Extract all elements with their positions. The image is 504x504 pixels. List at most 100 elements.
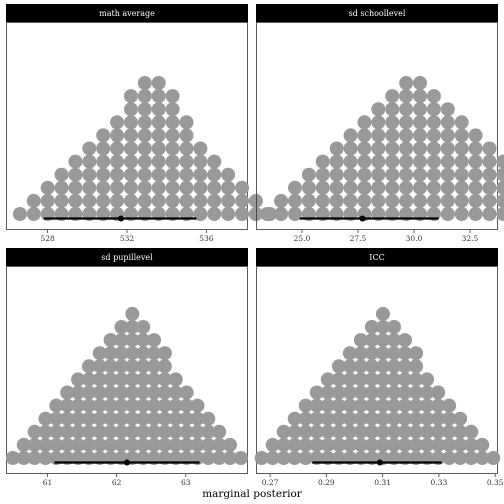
dot [82,141,97,156]
dot [165,154,180,169]
dot [68,167,83,182]
dot [38,424,53,439]
dot [409,424,424,439]
dot [193,180,208,195]
panel-title: sd schoollevel [349,9,406,18]
dot [168,385,183,400]
dot [81,411,96,426]
dot [315,154,330,169]
dot [212,437,227,452]
dot [68,180,83,195]
dot [371,115,386,130]
dot [201,451,216,465]
dot [274,207,289,221]
dot [110,128,125,143]
dot [179,398,194,413]
dot [353,424,368,439]
dot [137,141,152,156]
dot [329,180,344,195]
dot [103,346,118,361]
dot [168,424,183,439]
dot [342,346,357,361]
x-tick-label: 0.27 [262,478,279,487]
dot [26,207,41,221]
dot [468,193,483,208]
panel-strip [6,4,248,22]
dot [482,193,497,208]
dot [320,437,335,452]
dot [496,167,504,182]
dot [96,154,111,169]
dot [464,437,479,452]
dot [201,411,216,426]
dot [125,306,140,321]
dot [375,398,390,413]
dot [136,346,151,361]
dot [301,193,316,208]
dot [440,141,455,156]
dot [364,398,379,413]
dot [357,154,372,169]
dot [375,372,390,387]
dot [353,385,368,400]
dot [287,193,302,208]
dot [38,411,53,426]
dot [442,398,457,413]
dot [147,437,162,452]
dot [353,333,368,348]
dot [426,115,441,130]
dot [343,180,358,195]
dot [375,411,390,426]
dot [151,76,166,90]
panel-2: sd schoollevel 25.0 27.5 30.0 32.5 [256,4,504,243]
dot [454,167,469,182]
dot [364,333,379,348]
dot [168,372,183,387]
dot [103,333,118,348]
dot [482,180,497,195]
dot [60,385,75,400]
dot [260,207,275,221]
dot [274,193,289,208]
dot [96,167,111,182]
dot [165,180,180,195]
dot [426,193,441,208]
x-tick-label: 536 [199,234,214,243]
dot [440,207,455,221]
dot [38,451,53,465]
dot [409,437,424,452]
dot [136,398,151,413]
dot [179,411,194,426]
dot [221,193,236,208]
x-tick-label: 528 [40,234,55,243]
x-tick-label: 30.0 [406,234,423,243]
panel-1: math average 528 532 536 [6,4,277,243]
dot [165,141,180,156]
dot [343,154,358,169]
dot [375,385,390,400]
dot [371,180,386,195]
panel-title: sd pupillevel [101,253,153,262]
dot [426,141,441,156]
dot [151,115,166,130]
dot [426,102,441,117]
dot [179,437,194,452]
dot [110,154,125,169]
dot [68,154,83,169]
dot [442,437,457,452]
x-axis-title: marginal posterior [202,488,303,500]
dot [385,141,400,156]
dot [331,359,346,374]
dot [468,180,483,195]
dot [399,115,414,130]
x-tick-label: 0.35 [487,478,504,487]
dot [136,359,151,374]
dot [123,128,138,143]
dot [320,398,335,413]
dot [357,193,372,208]
dot [157,411,172,426]
dot [420,411,435,426]
dot [137,115,152,130]
dot [375,320,390,334]
dot [190,398,205,413]
